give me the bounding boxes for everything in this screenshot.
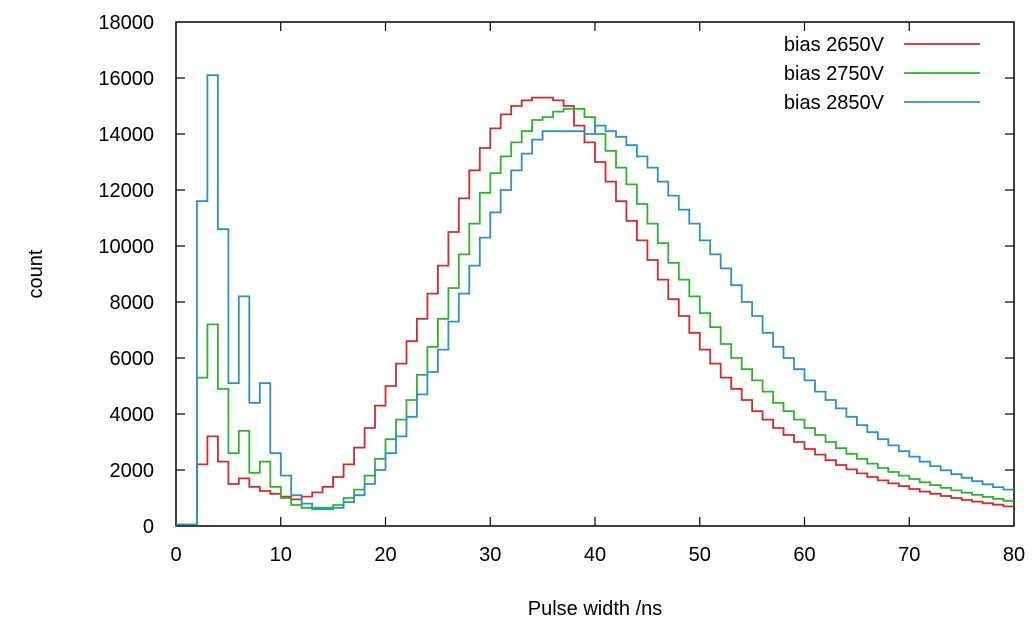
legend: bias 2650V bias 2750V bias 2850V (784, 34, 980, 114)
y-tick-label: 10000 (98, 236, 154, 258)
y-axis-label: count (25, 249, 47, 298)
y-tick-label: 2000 (110, 460, 155, 482)
x-tick-label: 10 (270, 544, 292, 566)
y-tick-label: 6000 (110, 348, 155, 370)
y-tick-label: 4000 (110, 404, 155, 426)
y-tick-label: 0 (143, 516, 154, 538)
series-line-1 (176, 96, 1014, 526)
y-tick-label: 14000 (98, 124, 154, 146)
y-tick-label: 8000 (110, 292, 155, 314)
y-tick-label: 18000 (98, 12, 154, 34)
plot-frame (175, 21, 1015, 527)
x-tick-label: 70 (898, 544, 920, 566)
x-tick-label: 30 (479, 544, 501, 566)
legend-label-2: bias 2750V (784, 63, 885, 85)
x-axis-ticks: 0 10 20 30 40 50 60 70 80 (170, 22, 1025, 566)
legend-label-3: bias 2850V (784, 92, 885, 114)
series-layer (176, 74, 1014, 526)
series-line-2 (176, 107, 1014, 526)
x-tick-label: 50 (689, 544, 711, 566)
series-line-3 (176, 74, 1014, 526)
y-tick-label: 12000 (98, 180, 154, 202)
x-tick-label: 80 (1003, 544, 1025, 566)
legend-label-1: bias 2650V (784, 34, 885, 56)
x-tick-label: 60 (793, 544, 815, 566)
plot-border (175, 21, 1015, 527)
y-axis-ticks: 0 2000 4000 6000 8000 10000 12000 14000 16000 180… (98, 12, 1014, 538)
x-axis-label: Pulse width /ns (528, 598, 663, 620)
x-tick-label: 40 (584, 544, 606, 566)
x-tick-label: 0 (170, 544, 181, 566)
y-tick-label: 16000 (98, 68, 154, 90)
x-tick-label: 20 (374, 544, 396, 566)
